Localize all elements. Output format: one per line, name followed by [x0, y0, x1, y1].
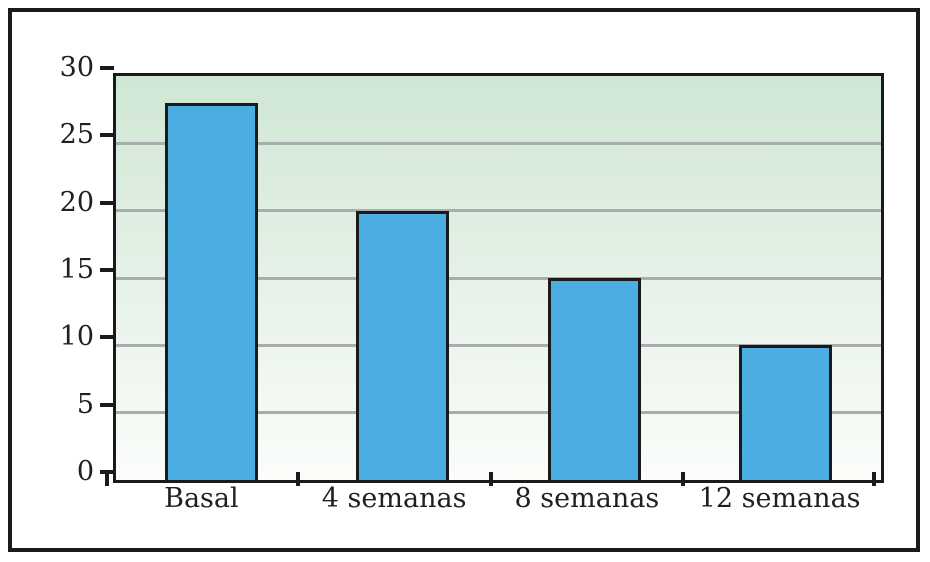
- y-tick-10: [100, 335, 114, 340]
- x-tick-3: [681, 472, 686, 486]
- bar-slot-2: [499, 76, 690, 480]
- gridline-5: [116, 411, 881, 415]
- y-axis-label-30: 30: [59, 52, 94, 83]
- y-axis-label-20: 20: [59, 186, 94, 218]
- x-axis-labels: Basal 4 semanas 8 semanas 12 semanas: [105, 483, 876, 514]
- gridline-layer: [116, 76, 881, 480]
- gridline-10: [116, 343, 881, 347]
- x-tick-2: [488, 472, 493, 486]
- y-axis-label-25: 25: [59, 119, 94, 151]
- bar-4-semanas: [356, 210, 450, 480]
- x-tick-1: [295, 472, 300, 486]
- y-tick-20: [100, 200, 114, 205]
- gridline-25: [116, 141, 881, 145]
- y-axis-label-5: 5: [76, 388, 94, 420]
- y-tick-5: [100, 402, 114, 407]
- bar-slot-3: [690, 76, 881, 480]
- x-axis-label-8-semanas: 8 semanas: [514, 483, 660, 514]
- y-axis-label-10: 10: [59, 321, 94, 353]
- bar-series: [116, 76, 881, 480]
- x-axis-label-12-semanas: 12 semanas: [698, 483, 861, 514]
- chart-frame: 0 5 10 15 20 25 30 Basal 4 semanas 8 semanas 12 s…: [8, 8, 920, 552]
- bar-slot-0: [116, 76, 307, 480]
- x-tick-0: [104, 472, 109, 486]
- gridline-15: [116, 276, 881, 280]
- y-axis-label-15: 15: [59, 254, 94, 285]
- y-tick-30: [100, 66, 114, 70]
- bar-12-semanas: [738, 345, 832, 480]
- x-axis-label-basal: Basal: [164, 483, 239, 514]
- y-tick-15: [100, 268, 114, 272]
- y-axis-label-0: 0: [76, 456, 94, 487]
- bar-slot-1: [307, 76, 498, 480]
- y-tick-25: [100, 133, 114, 138]
- bar-basal: [165, 102, 259, 480]
- gridline-20: [116, 209, 881, 213]
- x-axis-label-4-semanas: 4 semanas: [321, 483, 467, 514]
- x-tick-4: [871, 472, 876, 486]
- bar-8-semanas: [547, 278, 641, 480]
- plot-area: [113, 73, 884, 483]
